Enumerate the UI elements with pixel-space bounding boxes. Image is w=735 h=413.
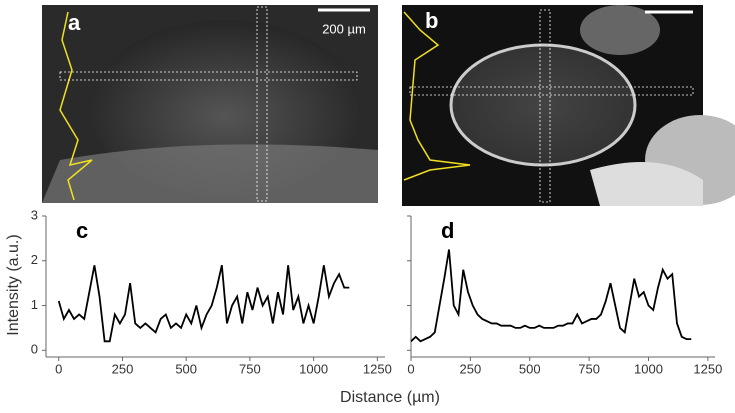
scale-bar-label: 200 µm <box>322 21 366 36</box>
panel-label: a <box>68 10 81 35</box>
panel-label: d <box>441 218 454 243</box>
x-tick-label: 250 <box>112 361 134 376</box>
x-tick-label: 1250 <box>693 361 722 376</box>
x-tick-label: 500 <box>175 361 197 376</box>
x-tick-label: 500 <box>519 361 541 376</box>
x-tick-label: 1000 <box>634 361 663 376</box>
x-tick-label: 250 <box>460 361 482 376</box>
x-tick-label: 1250 <box>363 361 392 376</box>
panel-label: b <box>425 8 438 33</box>
image-a: a 200 µm <box>42 5 378 203</box>
y-axis-label: Intensity (a.u.) <box>5 234 22 335</box>
y-tick-label: 3 <box>31 207 38 222</box>
x-tick-label: 750 <box>239 361 261 376</box>
y-tick-label: 0 <box>31 342 38 357</box>
x-tick-label: 0 <box>407 361 414 376</box>
line <box>410 249 692 343</box>
x-tick-label: 1000 <box>299 361 328 376</box>
panel-label: c <box>76 218 88 243</box>
line <box>57 265 350 343</box>
y-tick-label: 1 <box>31 297 38 312</box>
image-b: b <box>402 5 735 206</box>
y-tick-label: 2 <box>31 252 38 267</box>
x-axis-label: Distance (µm) <box>340 389 440 406</box>
x-tick-label: 750 <box>578 361 600 376</box>
x-tick-label: 0 <box>55 361 62 376</box>
